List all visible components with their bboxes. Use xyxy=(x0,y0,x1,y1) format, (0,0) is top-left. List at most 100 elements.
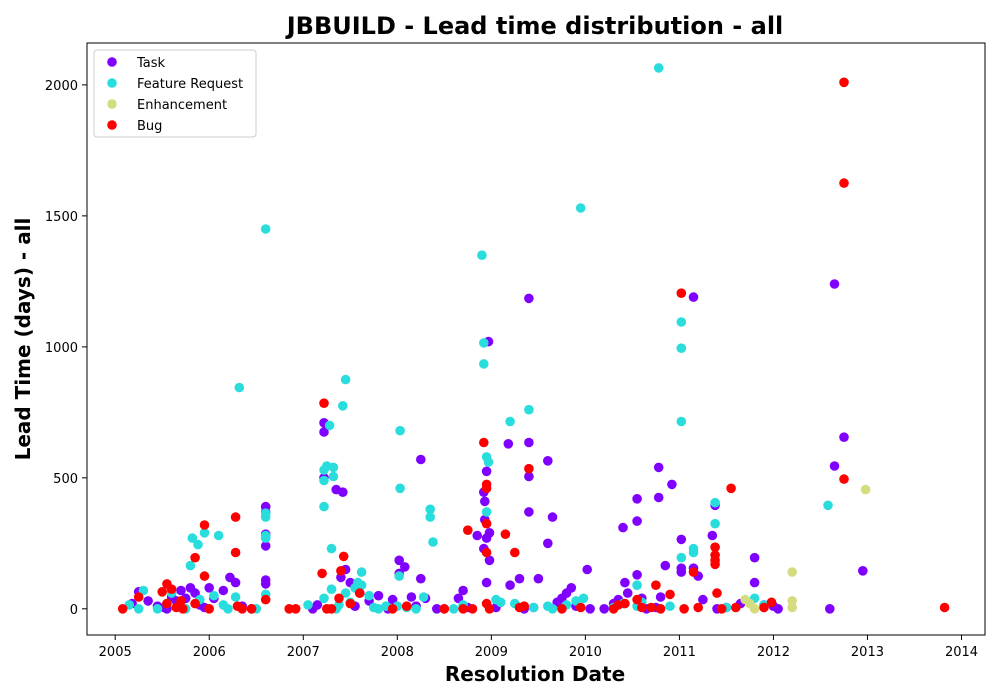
data-point xyxy=(406,592,417,602)
data-point xyxy=(416,573,426,584)
data-point xyxy=(260,512,271,522)
data-point xyxy=(510,547,520,558)
data-point xyxy=(394,571,405,581)
data-point xyxy=(176,596,186,606)
data-point xyxy=(618,522,628,533)
x-axis: 2005 2006 2007 2008 2009 2010 2011 2012 2013 2014 xyxy=(99,635,978,660)
data-point xyxy=(425,512,436,522)
data-point xyxy=(646,602,656,613)
data-point xyxy=(319,427,329,437)
data-point xyxy=(637,602,647,613)
data-point xyxy=(676,567,687,577)
data-point xyxy=(204,583,214,593)
y-axis: 0 500 1000 1500 2000 xyxy=(45,79,87,618)
data-point xyxy=(334,593,344,604)
data-point xyxy=(401,601,412,611)
data-point xyxy=(710,559,720,570)
data-point xyxy=(326,604,337,614)
data-point xyxy=(319,398,329,409)
data-point xyxy=(364,590,374,601)
data-point xyxy=(787,567,797,577)
data-point xyxy=(505,416,515,427)
data-point xyxy=(481,466,492,477)
data-point xyxy=(839,474,849,484)
data-point xyxy=(860,484,871,495)
data-point xyxy=(303,600,313,610)
data-point xyxy=(547,512,558,522)
data-point xyxy=(543,538,553,549)
data-point xyxy=(557,604,567,614)
y-tick-label: 1500 xyxy=(45,210,78,225)
series-bug xyxy=(117,77,950,614)
data-point xyxy=(117,604,128,614)
data-point xyxy=(193,539,203,550)
data-point xyxy=(395,483,405,494)
data-point xyxy=(585,604,595,614)
data-point xyxy=(823,500,833,511)
data-point xyxy=(394,555,405,566)
data-point xyxy=(676,317,687,327)
data-point xyxy=(710,497,720,508)
data-point xyxy=(204,604,214,614)
data-point xyxy=(133,592,144,602)
data-point xyxy=(260,579,271,589)
data-point xyxy=(655,604,666,614)
data-point xyxy=(676,343,687,354)
legend-label: Enhancement xyxy=(137,98,227,113)
data-point xyxy=(481,547,492,558)
data-point xyxy=(665,589,675,600)
data-point xyxy=(416,454,426,465)
y-axis-label: Lead Time (days) - all xyxy=(11,218,35,461)
data-point xyxy=(356,567,367,577)
data-point xyxy=(707,530,718,541)
data-point xyxy=(665,601,675,611)
data-point xyxy=(524,293,534,304)
data-point xyxy=(773,604,783,614)
data-point xyxy=(620,577,630,588)
data-point xyxy=(199,571,210,581)
data-point xyxy=(336,566,346,576)
data-point xyxy=(448,604,459,614)
data-point xyxy=(484,555,495,566)
data-point xyxy=(439,604,450,614)
data-point xyxy=(578,593,589,604)
data-point xyxy=(716,604,727,614)
data-point xyxy=(260,594,271,605)
data-point xyxy=(162,598,172,609)
data-point xyxy=(157,587,167,597)
data-point xyxy=(340,374,351,385)
data-point xyxy=(566,583,577,593)
legend-marker xyxy=(107,78,117,88)
data-point xyxy=(477,250,487,260)
data-point xyxy=(373,590,384,601)
data-point xyxy=(524,463,534,474)
data-point xyxy=(710,518,720,529)
legend-label: Feature Request xyxy=(137,77,243,92)
data-point xyxy=(524,471,534,482)
data-point xyxy=(432,604,442,614)
data-point xyxy=(688,547,699,558)
data-point xyxy=(688,292,699,302)
data-point xyxy=(676,416,687,427)
data-point xyxy=(503,439,514,449)
data-point xyxy=(373,604,384,614)
data-point xyxy=(345,598,356,609)
legend-marker xyxy=(107,120,117,130)
data-point xyxy=(688,567,699,577)
data-point xyxy=(582,564,592,575)
data-point xyxy=(209,590,219,601)
data-point xyxy=(500,529,511,539)
data-point xyxy=(176,585,186,596)
data-point xyxy=(698,594,708,605)
data-point xyxy=(230,547,241,558)
data-point xyxy=(458,604,468,614)
data-point xyxy=(839,432,849,443)
data-point xyxy=(766,597,777,608)
data-point xyxy=(653,462,664,473)
data-point xyxy=(213,530,224,541)
data-point xyxy=(679,604,689,614)
data-point xyxy=(505,580,515,590)
data-point xyxy=(317,568,327,579)
data-point xyxy=(230,592,241,602)
data-point xyxy=(199,528,210,538)
